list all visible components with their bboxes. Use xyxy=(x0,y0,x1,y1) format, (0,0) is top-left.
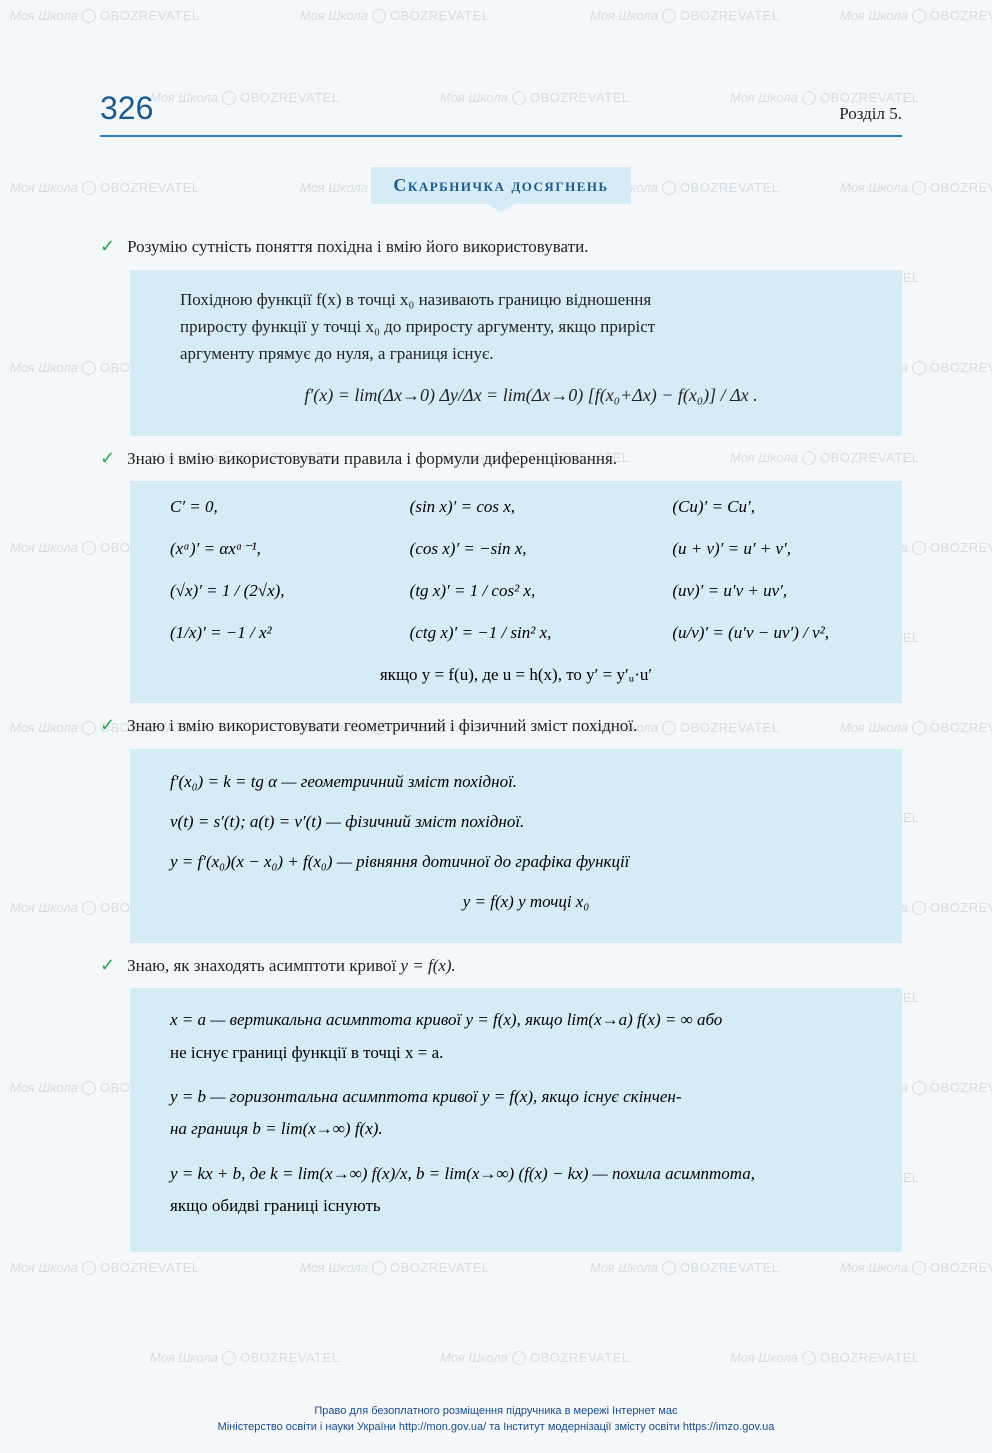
tangent-line: y = f′(x₀)(x − x₀) + f(x₀) — рівняння до… xyxy=(170,845,882,879)
bullet-2-text: Знаю і вмію використовувати правила і фо… xyxy=(127,446,617,472)
bullet-2: ✓ Знаю і вмію використовувати правила і … xyxy=(100,446,902,472)
bullet-1: ✓ Розумію сутність поняття похідна і вмі… xyxy=(100,234,902,260)
check-icon: ✓ xyxy=(100,715,115,736)
footer-line1: Право для безоплатного розміщення підруч… xyxy=(0,1404,992,1419)
rule-cos: (cos x)′ = −sin x, xyxy=(390,539,643,559)
check-icon: ✓ xyxy=(100,236,115,257)
page-header: 326 Розділ 5. xyxy=(100,90,902,127)
rule-cu: (Cu)′ = Cu′, xyxy=(652,497,882,517)
rule-ctg: (ctg x)′ = −1 / sin² x, xyxy=(390,623,643,643)
asym-oblique-1: y = kx + b, де k = lim(x→∞) f(x)/x, b = … xyxy=(170,1158,882,1190)
page-content: 326 Розділ 5. Скарбничка досягнень ✓ Роз… xyxy=(0,0,992,1302)
rule-chain: якщо y = f(u), де u = h(x), то y′ = y′ᵤ·… xyxy=(150,665,882,685)
rule-power: (xᵅ)′ = αxᵅ⁻¹, xyxy=(150,539,380,559)
asym-oblique-2: якщо обидві границі існують xyxy=(170,1190,882,1222)
page-number: 326 xyxy=(100,90,153,127)
derivative-limit-formula: f′(x) = lim(Δx→0) Δy/Δx = lim(Δx→0) [f(x… xyxy=(180,381,882,410)
rule-tg: (tg x)′ = 1 / cos² x, xyxy=(390,581,643,601)
rule-c-prime: C′ = 0, xyxy=(150,497,380,517)
footer-line2: Міністерство освіти і науки України http… xyxy=(0,1420,992,1435)
title-banner: Скарбничка досягнень xyxy=(100,167,902,204)
asym-vertical-2: не існує границі функції в точці x = a. xyxy=(170,1037,882,1069)
header-rule xyxy=(100,135,902,137)
definition-line1: Похідною функції f(x) в точці x₀ називаю… xyxy=(180,286,882,313)
section-label: Розділ 5. xyxy=(839,104,902,124)
asym-horizontal-1: y = b — горизонтальна асимптота кривої y… xyxy=(170,1081,882,1113)
asymptote-box: x = a — вертикальна асимптота кривої y =… xyxy=(130,988,902,1252)
rule-reciprocal: (1/x)′ = −1 / x² xyxy=(150,623,380,643)
definition-line3: аргументу прямує до нуля, а границя існу… xyxy=(180,340,882,367)
asym-vertical-1: x = a — вертикальна асимптота кривої y =… xyxy=(170,1004,882,1036)
bullet-3-text: Знаю і вмію використовувати геометричний… xyxy=(127,713,637,739)
phys-line: v(t) = s′(t); a(t) = v′(t) — фізичний зм… xyxy=(170,805,882,839)
bullet-4-text: Знаю, як знаходять асимптоти кривої y = … xyxy=(127,953,456,979)
imzo-link[interactable]: https://imzo.gov.ua xyxy=(683,1421,775,1433)
mon-link[interactable]: http://mon.gov.ua/ xyxy=(399,1421,486,1433)
asym-horizontal-2: на границя b = lim(x→∞) f(x). xyxy=(170,1113,882,1145)
geometry-physics-box: f′(x₀) = k = tg α — геометричний зміст п… xyxy=(130,749,902,943)
differentiation-rules-box: C′ = 0, (sin x)′ = cos x, (Cu)′ = Cu′, (… xyxy=(130,481,902,703)
tangent-point-line: y = f(x) у точці x₀ xyxy=(170,885,882,919)
rule-sum: (u + v)′ = u′ + v′, xyxy=(652,539,882,559)
bullet-4: ✓ Знаю, як знаходять асимптоти кривої y … xyxy=(100,953,902,979)
bullet-1-text: Розумію сутність поняття похідна і вмію … xyxy=(127,234,588,260)
rule-quotient: (u/v)′ = (u′v − uv′) / v², xyxy=(652,623,882,643)
page-title: Скарбничка досягнень xyxy=(371,167,630,204)
page-footer: Право для безоплатного розміщення підруч… xyxy=(0,1404,992,1435)
check-icon: ✓ xyxy=(100,955,115,976)
rule-sqrt: (√x)′ = 1 / (2√x), xyxy=(150,581,380,601)
definition-line2: приросту функції у точці x₀ до приросту … xyxy=(180,313,882,340)
rule-product: (uv)′ = u′v + uv′, xyxy=(652,581,882,601)
check-icon: ✓ xyxy=(100,448,115,469)
definition-box: Похідною функції f(x) в точці x₀ називаю… xyxy=(130,270,902,436)
rule-sin: (sin x)′ = cos x, xyxy=(390,497,643,517)
geom-line1: f′(x₀) = k = tg α — геометричний зміст п… xyxy=(170,765,882,799)
bullet-3: ✓ Знаю і вмію використовувати геометричн… xyxy=(100,713,902,739)
